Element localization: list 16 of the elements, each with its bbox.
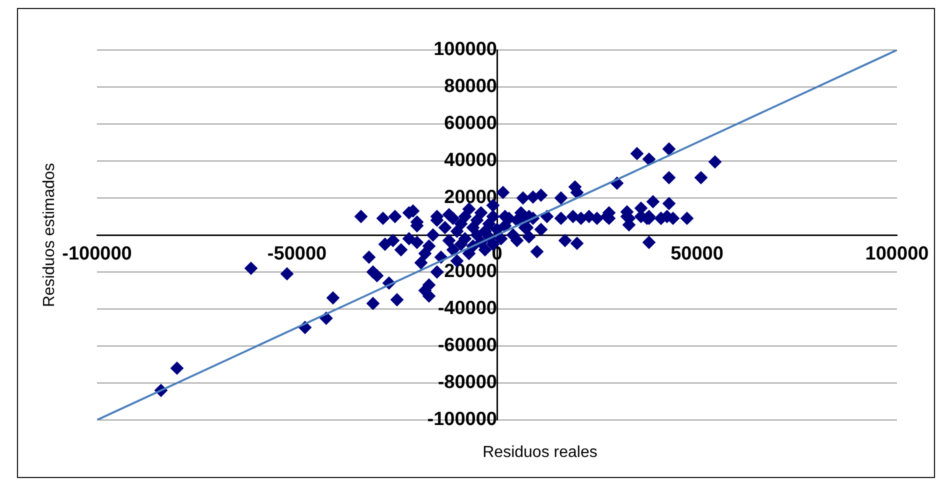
x-tick-label: -100000	[62, 244, 132, 265]
x-tick-label: 50000	[670, 244, 724, 265]
x-tick-label: 100000	[865, 244, 929, 265]
y-tick-label: 80000	[444, 76, 497, 98]
y-tick-label: -20000	[438, 261, 497, 282]
y-tick-label: 60000	[444, 113, 497, 134]
y-tick-label: -100000	[427, 409, 497, 430]
y-tick-label: 20000	[444, 187, 497, 208]
y-axis-title: Residuos estimados	[41, 162, 59, 308]
y-tick-label: 100000	[434, 39, 497, 60]
y-tick-label: -60000	[438, 335, 497, 356]
y-tick-label: -40000	[438, 298, 497, 320]
x-tick-label: -50000	[267, 244, 327, 265]
x-axis-title: Residuos reales	[482, 444, 598, 462]
y-tick-label: -80000	[438, 372, 497, 394]
y-tick-label: 40000	[444, 150, 497, 172]
